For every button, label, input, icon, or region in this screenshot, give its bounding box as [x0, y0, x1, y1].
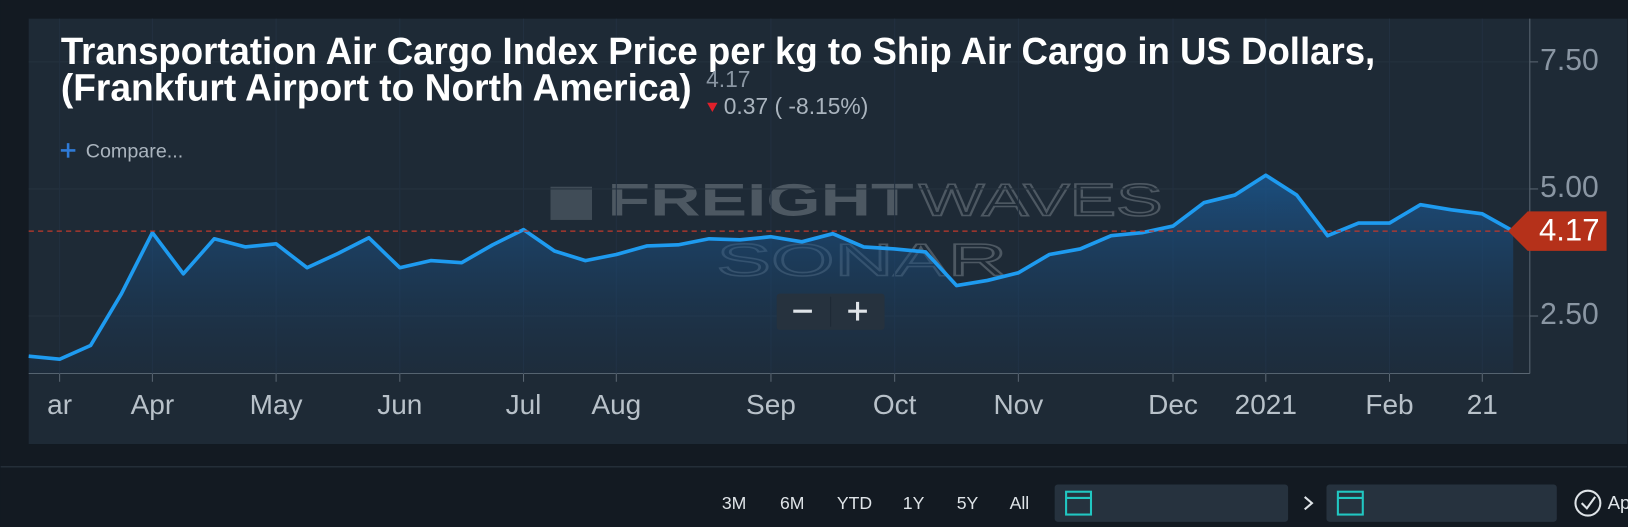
arrow [1304, 496, 1314, 511]
y-tick-label: 5.00 [1540, 171, 1599, 204]
range-button[interactable]: 5Y [957, 493, 979, 513]
x-tick-label: Feb [1365, 389, 1413, 420]
change: 0.37 ( -8.15%) [724, 93, 869, 119]
x-tick-label: 2021 [1235, 389, 1297, 420]
last-value: 4.17 [706, 66, 750, 92]
watermark-text: FREIGHT [608, 174, 914, 225]
apply-button[interactable]: Ap [1608, 492, 1628, 513]
plot [28, 18, 1539, 382]
compare-button[interactable]: Compare... [60, 141, 183, 163]
zoom-controls [776, 293, 885, 330]
x-tick-label: Sep [746, 389, 796, 420]
compare-label: Compare... [86, 141, 183, 163]
calendar-icon [1065, 490, 1093, 516]
range-button[interactable]: 1Y [903, 493, 925, 513]
chart-title: (Frankfurt Airport to North America) [61, 66, 692, 109]
watermark-text: WAVES [919, 174, 1163, 225]
x-tick-label: Jul [506, 389, 542, 420]
range-button[interactable]: YTD [837, 493, 872, 513]
watermark-logo [550, 186, 592, 220]
date-input[interactable] [1054, 484, 1289, 522]
toolbar: Ap 3M 6M YTD 1Y 5Y All [722, 484, 1628, 522]
chart-title: Transportation Air Cargo Index Price per… [61, 30, 1375, 73]
last-value-tag [1508, 211, 1607, 251]
x-tick-label: Oct [873, 389, 917, 420]
x-tick-label: May [250, 389, 303, 420]
range-button[interactable]: 6M [780, 493, 804, 513]
x-tick-label: Aug [591, 389, 641, 420]
x-tick-label: Dec [1148, 389, 1198, 420]
x-tick-label: Jun [377, 389, 422, 420]
area [28, 175, 1514, 374]
apply-icon [1580, 496, 1597, 510]
range-button[interactable]: 3M [722, 493, 746, 513]
last-value-tag-label: 4.17 [1539, 212, 1600, 247]
range-button[interactable]: All [1010, 493, 1030, 513]
x-tick-label: 21 [1467, 389, 1498, 420]
x-tick-label: ar [47, 389, 72, 420]
calendar-icon [1065, 490, 1364, 516]
date-input[interactable] [1326, 484, 1557, 522]
line [28, 173, 1515, 362]
x-tick-label: Nov [993, 389, 1043, 420]
apply-icon [1574, 489, 1602, 517]
x-tick-label: Apr [131, 389, 175, 420]
calendar-icon [1336, 490, 1364, 516]
y-tick-label: 2.50 [1540, 298, 1599, 331]
y-tick-label: 7.50 [1540, 44, 1599, 77]
down-arrow [707, 102, 718, 113]
